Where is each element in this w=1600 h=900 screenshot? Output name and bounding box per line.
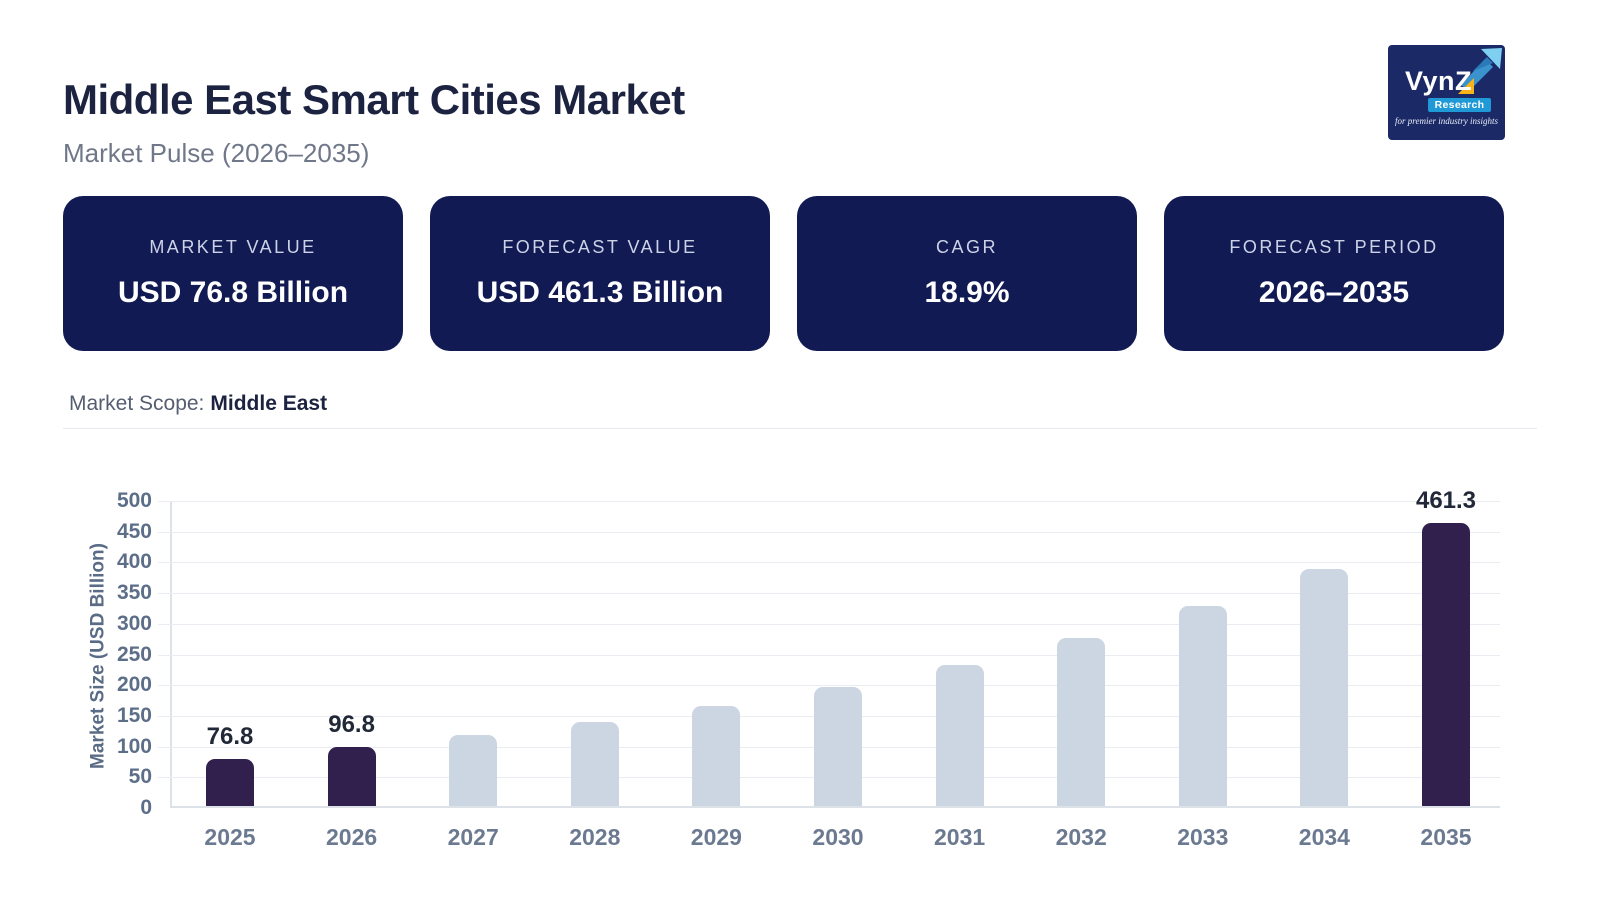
y-axis-tick: 300 (116, 611, 152, 635)
logo-tagline: for premier industry insights (1395, 115, 1498, 126)
stat-card-value: USD 461.3 Billion (476, 276, 724, 309)
y-axis-tick: 500 (116, 489, 152, 512)
page-subtitle: Market Pulse (2026–2035) (63, 138, 370, 168)
x-axis-tick: 2034 (1298, 824, 1350, 850)
plot-area: 0 50 100 150 200 250 300 350 400 450 500 76.8 2025 96… (117, 487, 1500, 850)
x-axis-tick: 2035 (1420, 824, 1472, 850)
x-axis-tick: 2027 (447, 824, 499, 850)
bar-2034 (1300, 568, 1349, 806)
bar-2027 (449, 735, 498, 806)
y-axis-tick: 250 (116, 642, 152, 666)
logo-z-accent (1458, 77, 1474, 94)
page-title: Middle East Smart Cities Market (63, 76, 685, 123)
stat-card-value: 18.9% (924, 276, 1010, 309)
x-axis-tick: 2026 (326, 824, 378, 850)
stat-cards-row: MARKET VALUE USD 76.8 Billion FORECAST V… (63, 196, 1504, 351)
bar-2026 (327, 746, 376, 806)
stat-card-label: FORECAST PERIOD (1229, 237, 1439, 257)
x-axis-tick: 2030 (812, 824, 864, 850)
bar-2031 (935, 664, 984, 806)
stat-card-value: 2026–2035 (1258, 276, 1410, 309)
bar-value-label: 76.8 (206, 722, 254, 750)
stat-card-market-value: MARKET VALUE USD 76.8 Billion (63, 196, 403, 351)
gridline (158, 623, 1500, 625)
y-axis-tick: 400 (116, 550, 152, 574)
stat-card-label: MARKET VALUE (149, 237, 317, 257)
x-axis-tick: 2033 (1177, 824, 1229, 850)
divider (63, 428, 1537, 429)
y-axis-tick: 50 (128, 765, 152, 789)
x-axis-tick: 2025 (204, 824, 256, 850)
market-scope-label: Market Scope: (69, 392, 205, 415)
stat-card-cagr: CAGR 18.9% (797, 196, 1137, 351)
stat-card-label: FORECAST VALUE (502, 237, 698, 257)
stat-card-label: CAGR (935, 237, 998, 257)
y-axis-tick: 100 (116, 734, 152, 758)
gridline (158, 562, 1500, 564)
gridline (158, 593, 1500, 595)
y-axis-tick: 200 (116, 673, 152, 697)
market-scope-value: Middle East (210, 392, 328, 415)
gridline (158, 654, 1500, 656)
y-axis-tick: 450 (116, 519, 152, 543)
vynz-logo: VynZ Research for premier industry insig… (1388, 45, 1505, 140)
bar-2029 (692, 706, 741, 806)
bar-value-label: 96.8 (328, 710, 375, 738)
gridline (158, 531, 1500, 533)
stat-card-forecast-value: FORECAST VALUE USD 461.3 Billion (430, 196, 770, 351)
y-axis-tick: 150 (116, 703, 152, 727)
market-scope: Market Scope: Middle East (69, 392, 327, 416)
x-axis-tick: 2031 (934, 824, 986, 850)
x-axis-tick: 2029 (690, 824, 742, 850)
x-axis-tick: 2032 (1055, 824, 1107, 850)
y-axis-tick: 0 (140, 796, 152, 819)
bar-2028 (570, 721, 619, 806)
stat-card-forecast-period: FORECAST PERIOD 2026–2035 (1164, 196, 1504, 351)
stat-card-value: USD 76.8 Billion (117, 276, 349, 309)
bar-2035 (1422, 522, 1470, 806)
gridline (158, 501, 1500, 502)
bar-2032 (1057, 638, 1106, 806)
logo-research-badge: Research (1427, 97, 1492, 112)
bar-2030 (814, 687, 862, 806)
gridline (158, 685, 1500, 687)
bar-chart: Market Size (USD Billion) 0 50 100 150 200 25… (63, 470, 1537, 880)
logo-brand-text: VynZ (1404, 65, 1472, 96)
bar-2025 (206, 758, 254, 806)
bar-value-label: 461.3 (1415, 486, 1477, 514)
x-axis-tick: 2028 (569, 824, 621, 850)
y-axis-tick: 350 (116, 581, 152, 605)
bar-2033 (1178, 606, 1227, 806)
